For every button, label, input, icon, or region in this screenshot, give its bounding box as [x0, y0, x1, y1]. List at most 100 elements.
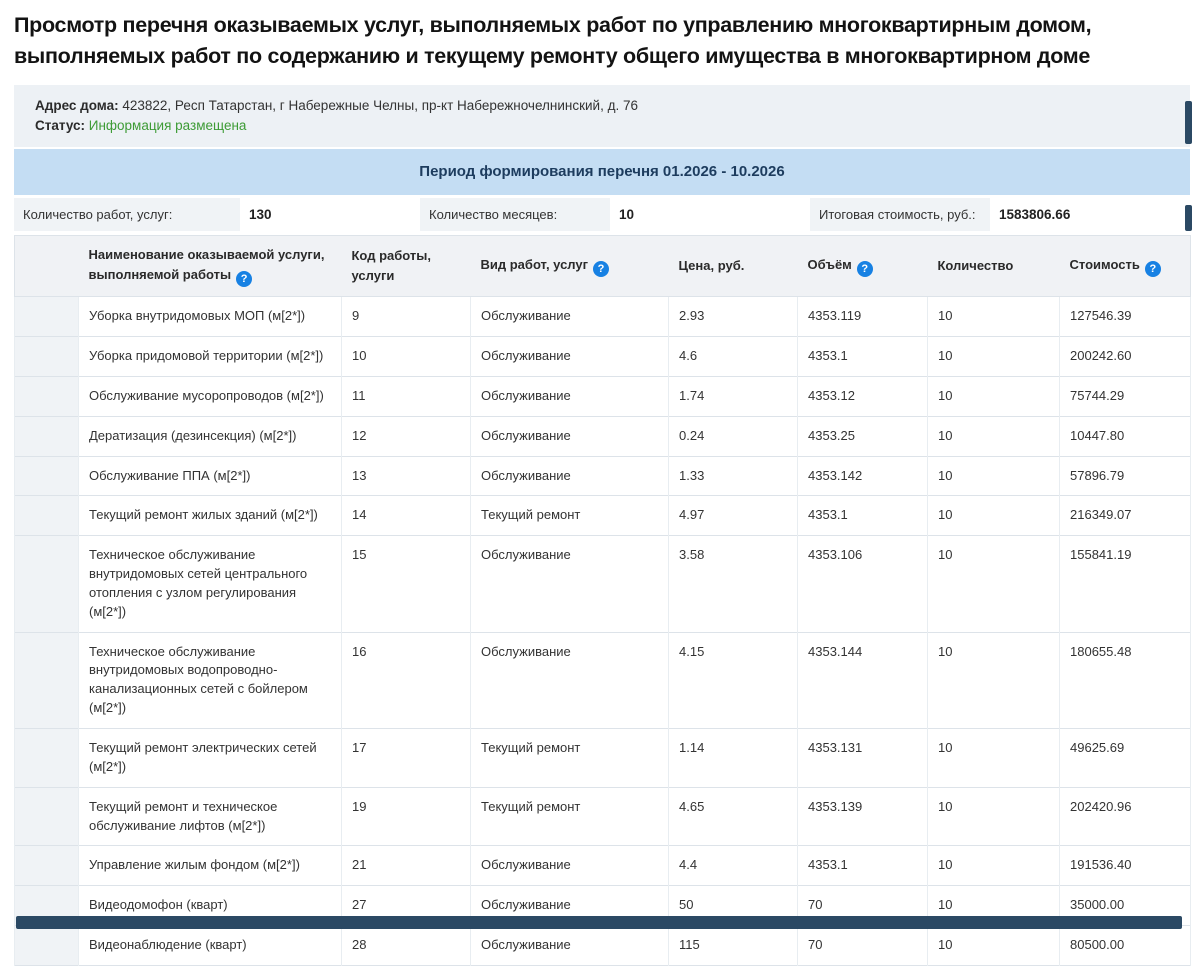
cell-quantity: 10 — [927, 535, 1060, 633]
cell-code: 17 — [341, 727, 471, 788]
cell-price: 4.4 — [668, 845, 798, 886]
column-header-label: Код работы, услуги — [351, 247, 431, 284]
cell-name: Уборка внутридомовых МОП (м[2*]) — [78, 296, 342, 337]
cell-volume: 4353.1 — [797, 495, 928, 536]
cell-type: Обслуживание — [470, 455, 669, 496]
cell-volume: 70 — [797, 925, 928, 966]
summary-value: 130 — [240, 198, 420, 232]
table-row: Текущий ремонт и техническое обслуживани… — [14, 786, 1191, 846]
cell-type: Обслуживание — [470, 845, 669, 886]
content-area: Просмотр перечня оказываемых услуг, выпо… — [14, 0, 1191, 966]
cell-row-marker — [14, 375, 79, 417]
cell-type: Обслуживание — [470, 535, 669, 633]
column-header-label: Стоимость — [1069, 257, 1140, 273]
house-info-block: Адрес дома: 423822, Респ Татарстан, г На… — [14, 85, 1190, 148]
cell-name: Текущий ремонт и техническое обслуживани… — [78, 786, 342, 846]
cell-quantity: 10 — [927, 375, 1060, 417]
cell-type: Текущий ремонт — [470, 786, 669, 846]
column-header: Объём? — [797, 235, 928, 298]
cell-volume: 4353.139 — [797, 786, 928, 846]
cell-volume: 4353.25 — [797, 415, 928, 457]
page-title: Просмотр перечня оказываемых услуг, выпо… — [14, 10, 1190, 71]
cell-row-marker — [14, 925, 79, 966]
cell-price: 1.33 — [668, 455, 798, 496]
cell-code: 9 — [341, 296, 471, 337]
cell-cost: 75744.29 — [1059, 375, 1191, 417]
cell-cost: 80500.00 — [1059, 925, 1191, 966]
cell-price: 1.74 — [668, 375, 798, 417]
cell-volume: 4353.1 — [797, 845, 928, 886]
cell-cost: 155841.19 — [1059, 535, 1191, 633]
horizontal-scrollbar-thumb[interactable] — [16, 916, 1182, 929]
vertical-scrollbar-thumb-top[interactable] — [1185, 101, 1192, 144]
cell-type: Обслуживание — [470, 925, 669, 966]
cell-cost: 49625.69 — [1059, 727, 1191, 788]
cell-type: Обслуживание — [470, 415, 669, 457]
cell-code: 10 — [341, 336, 471, 377]
help-icon[interactable]: ? — [593, 261, 610, 278]
column-header: Количество — [927, 235, 1060, 298]
cell-volume: 4353.1 — [797, 336, 928, 377]
column-header-empty — [14, 235, 79, 298]
cell-volume: 4353.119 — [797, 296, 928, 337]
address-label: Адрес дома: — [35, 98, 119, 114]
table-row: Обслуживание ППА (м[2*]) 13 Обслуживание 1.… — [14, 455, 1191, 496]
cell-volume: 4353.106 — [797, 535, 928, 633]
summary-label: Количество работ, услуг: — [14, 198, 240, 232]
cell-code: 13 — [341, 455, 471, 496]
cell-row-marker — [14, 727, 79, 788]
cell-row-marker — [14, 786, 79, 846]
cell-code: 15 — [341, 535, 471, 633]
table-row: Техническое обслуживание внутридомовых с… — [14, 535, 1191, 633]
cell-cost: 191536.40 — [1059, 845, 1191, 886]
cell-price: 3.58 — [668, 535, 798, 633]
column-header: Цена, руб. — [668, 235, 798, 298]
header-row: Наименование оказываемой услуги, выполня… — [14, 235, 1191, 298]
cell-cost: 216349.07 — [1059, 495, 1191, 536]
cell-code: 12 — [341, 415, 471, 457]
help-icon[interactable]: ? — [236, 271, 253, 288]
cell-code: 28 — [341, 925, 471, 966]
services-table: Наименование оказываемой услуги, выполня… — [14, 235, 1191, 966]
help-icon[interactable]: ? — [1144, 261, 1161, 278]
table-row: Видеонаблюдение (кварт) 28 Обслуживание 115… — [14, 925, 1191, 966]
cell-name: Текущий ремонт жилых зданий (м[2*]) — [78, 495, 342, 536]
cell-row-marker — [14, 845, 79, 886]
cell-price: 4.15 — [668, 631, 798, 729]
cell-row-marker — [14, 296, 79, 337]
cell-code: 19 — [341, 786, 471, 846]
cell-price: 4.97 — [668, 495, 798, 536]
cell-type: Обслуживание — [470, 296, 669, 337]
cell-name: Дератизация (дезинсекция) (м[2*]) — [78, 415, 342, 457]
page-title-line-1: Просмотр перечня оказываемых услуг, выпо… — [14, 13, 1092, 37]
cell-volume: 4353.131 — [797, 727, 928, 788]
cell-quantity: 10 — [927, 336, 1060, 377]
page-title-line-2: выполняемых работ по содержанию и текуще… — [14, 43, 1091, 68]
cell-code: 21 — [341, 845, 471, 886]
table-row: Обслуживание мусоропроводов (м[2*]) 11 Обс… — [14, 375, 1191, 417]
column-header-label: Вид работ, услуг — [480, 257, 589, 273]
cell-quantity: 10 — [927, 495, 1060, 536]
services-table-header: Наименование оказываемой услуги, выполня… — [14, 235, 1191, 298]
help-icon[interactable]: ? — [856, 261, 873, 278]
summary-item: Итоговая стоимость, руб.: 1583806.66 — [810, 198, 1190, 232]
cell-name: Текущий ремонт электрических сетей (м[2*… — [78, 727, 342, 788]
vertical-scrollbar-thumb-lower[interactable] — [1185, 205, 1192, 231]
table-row: Техническое обслуживание внутридомовых в… — [14, 631, 1191, 729]
cell-volume: 4353.12 — [797, 375, 928, 417]
column-header: Код работы, услуги — [341, 235, 471, 298]
cell-name: Управление жилым фондом (м[2*]) — [78, 845, 342, 886]
column-header: Вид работ, услуг? — [470, 235, 669, 298]
table-row: Дератизация (дезинсекция) (м[2*]) 12 Обслу… — [14, 415, 1191, 457]
cell-row-marker — [14, 415, 79, 457]
cell-quantity: 10 — [927, 727, 1060, 788]
summary-strip: Количество работ, услуг: 130 Количество ме… — [14, 198, 1190, 232]
cell-type: Обслуживание — [470, 336, 669, 377]
summary-label: Количество месяцев: — [420, 198, 610, 232]
cell-quantity: 10 — [927, 631, 1060, 729]
cell-row-marker — [14, 336, 79, 377]
cell-code: 16 — [341, 631, 471, 729]
cell-quantity: 10 — [927, 455, 1060, 496]
cell-cost: 202420.96 — [1059, 786, 1191, 846]
cell-quantity: 10 — [927, 296, 1060, 337]
